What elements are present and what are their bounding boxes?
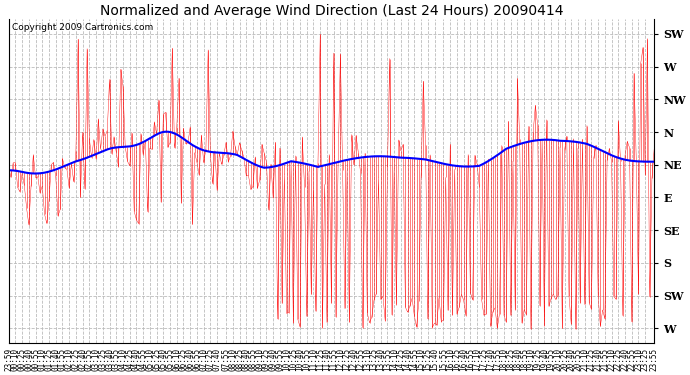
Text: Copyright 2009 Cartronics.com: Copyright 2009 Cartronics.com [12,22,153,32]
Title: Normalized and Average Wind Direction (Last 24 Hours) 20090414: Normalized and Average Wind Direction (L… [99,4,563,18]
